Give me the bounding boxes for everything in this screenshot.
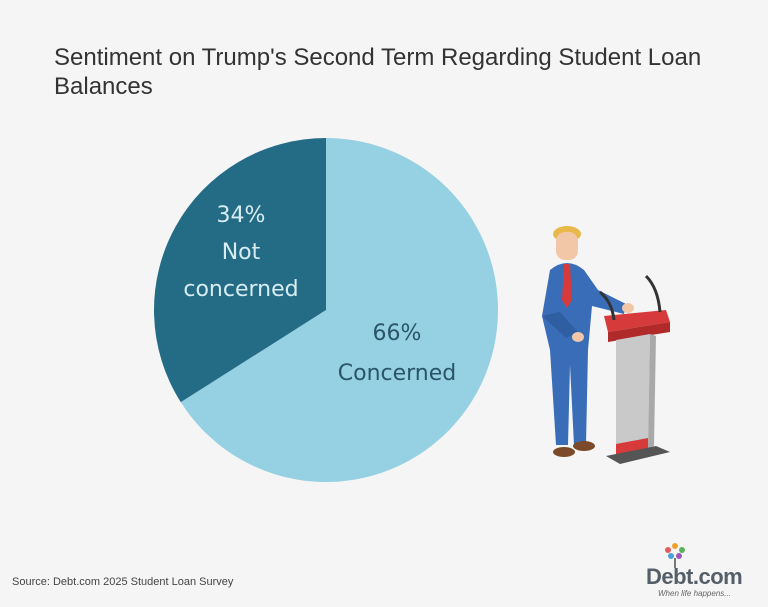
data-label-not-concerned-percent: 34% — [217, 203, 266, 228]
pie-slice-not-concerned — [154, 138, 326, 403]
brand-tagline: When life happens... — [658, 589, 731, 598]
data-label-not-concerned-line2: concerned — [183, 277, 298, 302]
brand-name: Debt.com — [646, 564, 743, 589]
chart-title: Sentiment on Trump's Second Term Regardi… — [54, 44, 702, 100]
brand-logo: Debt.com When life happens... — [640, 540, 756, 600]
pie-slice-concerned — [180, 138, 498, 482]
speaker-at-podium-illustration — [542, 226, 670, 464]
tree-logo-icon — [665, 543, 685, 568]
data-label-concerned-percent: 66% — [373, 321, 422, 346]
source-note: Source: Debt.com 2025 Student Loan Surve… — [12, 576, 234, 588]
pie-chart: 66% Concerned 34% Not concerned — [154, 138, 498, 482]
data-label-not-concerned-line1: Not — [222, 240, 261, 265]
data-label-concerned-name: Concerned — [338, 361, 457, 386]
